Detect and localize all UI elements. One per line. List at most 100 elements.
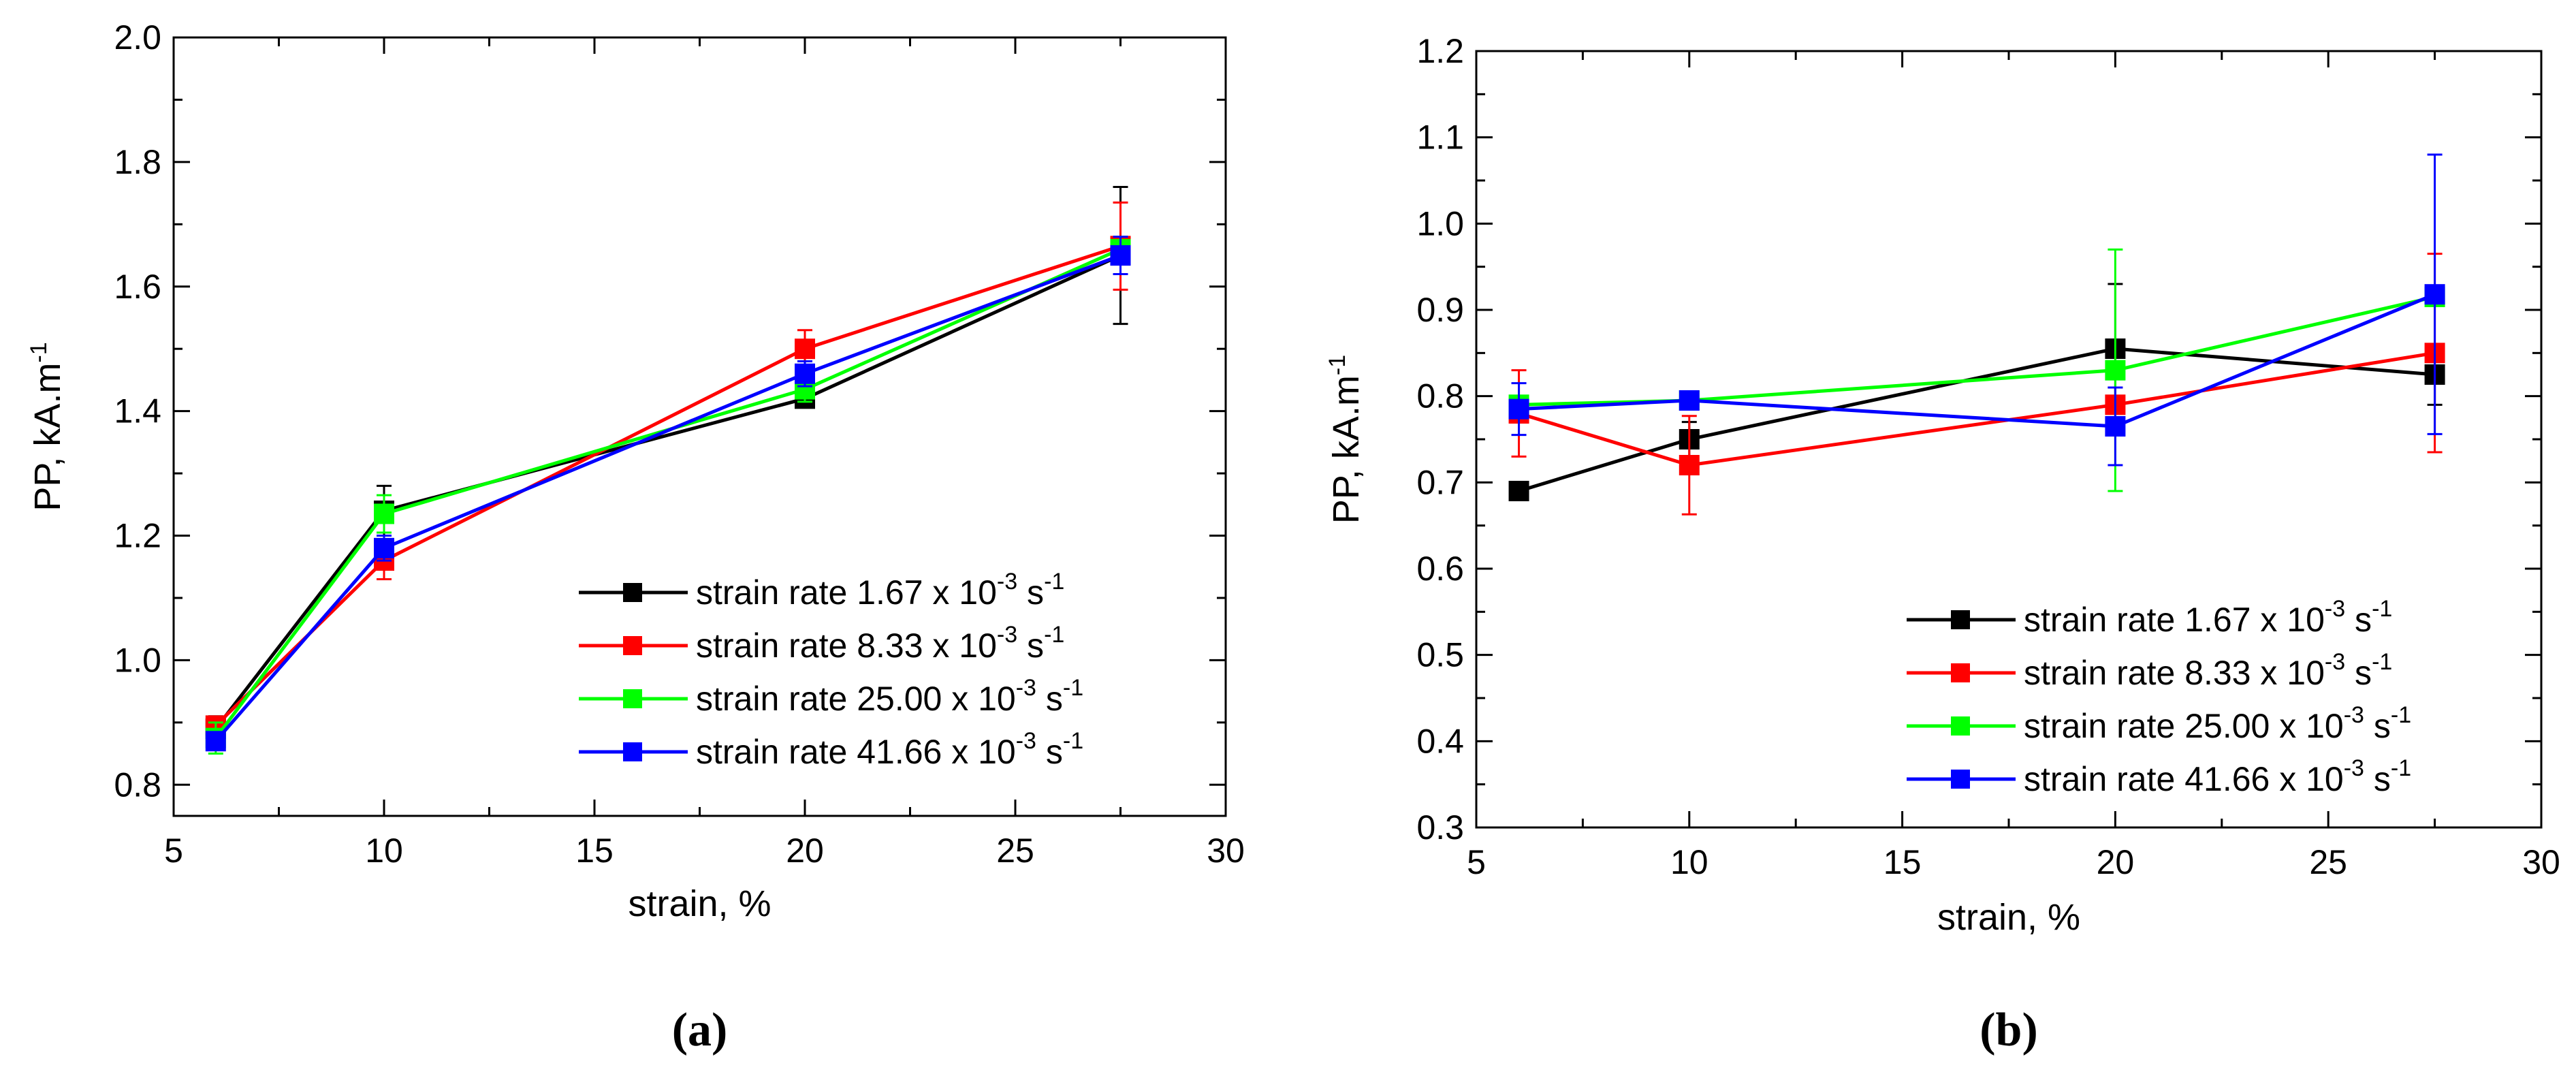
data-point (1679, 390, 1700, 411)
x-tick-label: 20 (2097, 843, 2135, 881)
legend-label-sup: -1 (1044, 569, 1064, 595)
legend-label-text: s (2364, 707, 2391, 745)
legend-label-sup: -3 (1016, 728, 1036, 754)
y-tick-label: 1.4 (114, 392, 161, 430)
y-axis-title: PP, kA.m-1 (1324, 355, 1367, 524)
y-tick-label: 0.7 (1416, 463, 1464, 501)
y-tick-label: 0.9 (1416, 291, 1464, 329)
data-point (374, 537, 394, 558)
legend-label-text: strain rate 8.33 x 10 (2024, 654, 2325, 692)
y-tick-label: 1.6 (114, 268, 161, 306)
legend-label-sup: -3 (2325, 596, 2345, 622)
legend-marker (623, 636, 642, 655)
x-tick-label: 30 (1207, 832, 1245, 870)
y-axis-title-base: PP, kA.m (1326, 375, 1367, 524)
y-tick-label: 0.6 (1416, 550, 1464, 588)
x-tick-label: 25 (2309, 843, 2347, 881)
data-point (2105, 360, 2126, 381)
x-tick-label: 20 (786, 832, 824, 870)
legend-label: strain rate 1.67 x 10-3 s-1 (696, 569, 1064, 612)
legend-label: strain rate 41.66 x 10-3 s-1 (696, 728, 1083, 771)
legend-marker (623, 689, 642, 708)
data-point (1508, 481, 1529, 501)
y-tick-label: 1.2 (114, 517, 161, 555)
panel-label: (a) (672, 1004, 728, 1056)
legend-marker (1951, 610, 1970, 629)
legend-label: strain rate 25.00 x 10-3 s-1 (696, 675, 1083, 718)
series-line (1518, 347, 2435, 493)
legend-label-text: s (1017, 573, 1044, 612)
series-line (1518, 292, 2436, 428)
legend-label-sup: -1 (2372, 649, 2392, 675)
legend-label: strain rate 8.33 x 10-3 s-1 (2024, 649, 2392, 692)
legend-marker (1951, 716, 1970, 736)
legend-label-text: strain rate 41.66 x 10 (696, 733, 1016, 771)
legend-label-text: s (1036, 733, 1063, 771)
y-tick-label: 1.8 (114, 143, 161, 181)
series-line (1518, 351, 2435, 467)
y-tick-label: 0.8 (1416, 377, 1464, 415)
x-tick-label: 25 (996, 832, 1034, 870)
y-tick-label: 0.8 (114, 765, 161, 804)
x-tick-label: 30 (2522, 843, 2560, 881)
legend-marker (1951, 770, 1970, 789)
legend-label-sup: -3 (2325, 649, 2345, 675)
y-tick-label: 0.3 (1416, 808, 1464, 847)
y-tick-label: 1.1 (1416, 119, 1464, 157)
panel-label: (b) (1979, 1004, 2038, 1056)
data-point (2424, 284, 2445, 305)
chart-panel-a: 5 10 15 20 25 30 0.8 1.0 1.2 1.4 1.6 1.8 2.0 strain, … (26, 18, 1245, 1056)
y-tick-label: 1.0 (114, 641, 161, 679)
legend-label-sup: -1 (1044, 622, 1064, 648)
legend-label-text: strain rate 25.00 x 10 (2024, 707, 2344, 745)
legend-label-sup: -3 (2344, 702, 2364, 728)
y-tick-label: 0.4 (1416, 722, 1464, 760)
chart-panel-b: 5 10 15 20 25 30 0.3 0.4 0.5 0.6 0.7 0.8 0.9 1.0 1.1 1.… (1324, 32, 2560, 1056)
data-point (2105, 416, 2126, 437)
data-point (1679, 455, 1700, 475)
series-line (214, 253, 1122, 742)
legend-marker (623, 742, 642, 761)
legend-label: strain rate 8.33 x 10-3 s-1 (696, 622, 1064, 665)
legend-label-text: s (2345, 601, 2372, 639)
x-tick-label: 10 (1670, 843, 1708, 881)
legend-label: strain rate 25.00 x 10-3 s-1 (2024, 702, 2411, 745)
legend-label: strain rate 1.67 x 10-3 s-1 (2024, 596, 2392, 639)
legend-marker (1951, 663, 1970, 682)
x-tick-label: 15 (575, 832, 614, 870)
y-tick-label: 1.2 (1416, 32, 1464, 70)
y-tick-label: 2.0 (114, 18, 161, 57)
data-point (795, 338, 815, 360)
legend-label: strain rate 41.66 x 10-3 s-1 (2024, 755, 2411, 798)
series-line (1518, 295, 2436, 407)
y-tick-label: 1.0 (1416, 204, 1464, 242)
data-point (1110, 245, 1131, 266)
x-tick-label: 10 (365, 832, 403, 870)
y-axis-title: PP, kA.m-1 (26, 342, 68, 511)
x-tick-label: 15 (1883, 843, 1922, 881)
y-axis-title-sup: -1 (26, 342, 52, 362)
legend-label-text: strain rate 1.67 x 10 (696, 573, 997, 612)
data-point (795, 363, 815, 384)
data-point (1508, 398, 1529, 420)
legend-label-text: strain rate 8.33 x 10 (696, 627, 997, 665)
x-axis-title: strain, % (628, 883, 771, 924)
series-line (214, 247, 1122, 740)
legend-label-sup: -3 (997, 622, 1017, 648)
legend-label-sup: -1 (2391, 702, 2411, 728)
legend-label-sup: -3 (1016, 675, 1036, 701)
legend-label-text: s (1036, 680, 1063, 718)
legend-label-text: strain rate 25.00 x 10 (696, 680, 1016, 718)
data-point (205, 731, 226, 752)
data-point (374, 503, 394, 524)
legend-marker (623, 583, 642, 602)
legend-label-text: s (2345, 654, 2372, 692)
y-axis-title-base: PP, kA.m (27, 363, 68, 511)
x-tick-label: 5 (164, 832, 183, 870)
y-tick-label: 0.5 (1416, 636, 1464, 674)
legend-label-sup: -3 (2344, 755, 2364, 781)
legend-label-text: strain rate 1.67 x 10 (2024, 601, 2325, 639)
legend-label-sup: -1 (1063, 675, 1083, 701)
legend-label-text: s (1017, 627, 1044, 665)
